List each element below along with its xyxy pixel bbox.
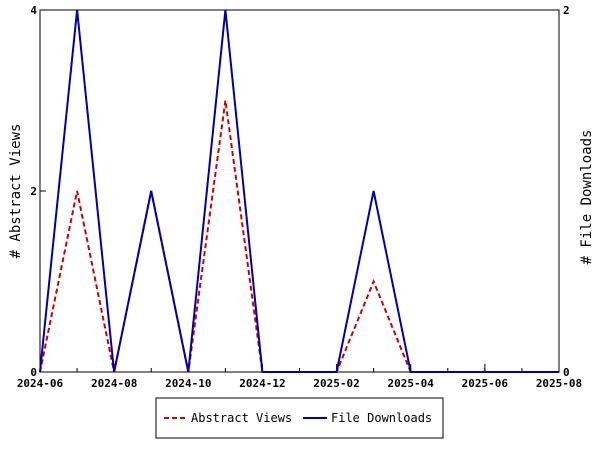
y-right-ticks: 02 (553, 4, 570, 379)
y2-axis-title: # File Downloads (579, 130, 595, 265)
x-tick-label-2024-08: 2024-08 (91, 377, 137, 390)
x-tick-label-2025-04: 2025-04 (388, 377, 435, 390)
y2-tick-label-2: 2 (563, 4, 570, 17)
y-tick-label-2: 2 (30, 185, 37, 198)
series-layer (39, 9, 559, 373)
x-tick-label-2024-10: 2024-10 (165, 377, 211, 390)
plot-area (39, 9, 560, 373)
series-line-abstract-views (39, 100, 412, 373)
y2-tick-label-0: 0 (563, 366, 570, 379)
x-ticks: 2024-06 2024-08 2024-10 2024-12 2025-02 2025-… (17, 364, 582, 390)
y-tick-label-0: 0 (30, 366, 37, 379)
x-tick-label-2025-08: 2025-08 (536, 377, 582, 390)
y-left-ticks: 0 2 4 (30, 4, 46, 379)
x-tick-label-2025-06: 2025-06 (462, 377, 509, 390)
x-tick-label-2024-06: 2024-06 (17, 377, 64, 390)
series-line-file-downloads (39, 9, 559, 373)
y-axis-title: # Abstract Views (8, 124, 24, 259)
legend-label-abstract-views: Abstract Views (191, 411, 292, 425)
x-tick-label-2025-02: 2025-02 (313, 377, 359, 390)
legend-box (155, 397, 444, 439)
legend: Abstract Views File Downloads (155, 397, 444, 439)
x-tick-label-2024-12: 2024-12 (239, 377, 285, 390)
y-tick-label-4: 4 (30, 4, 37, 17)
legend-label-file-downloads: File Downloads (331, 411, 432, 425)
